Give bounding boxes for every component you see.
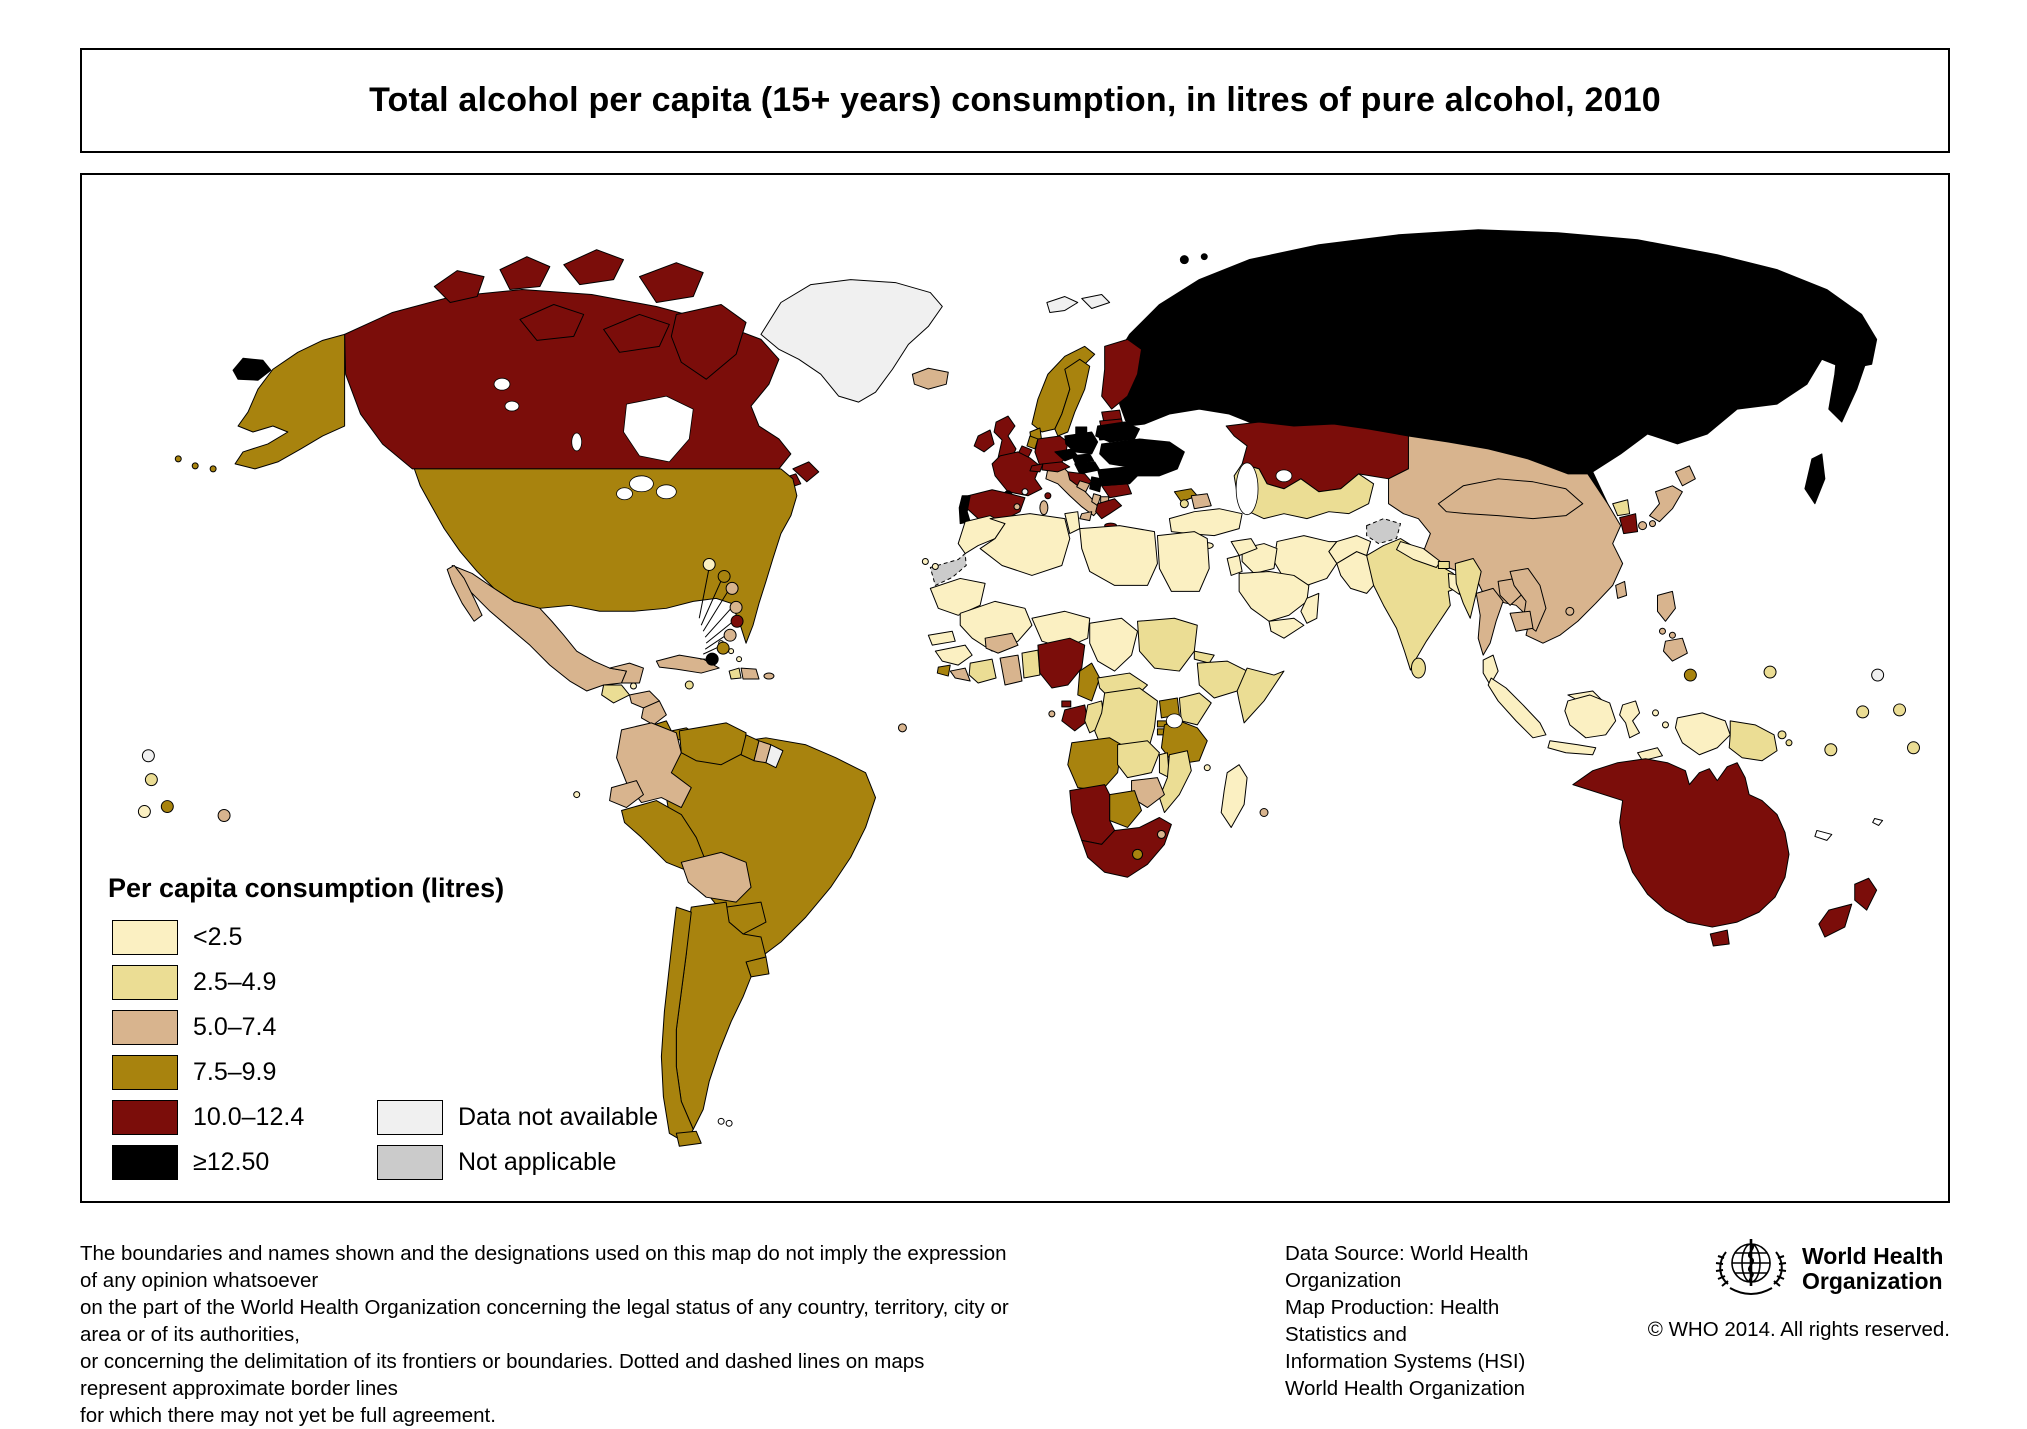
source-line: Information Systems (HSI) xyxy=(1285,1350,1526,1373)
boundary-disclaimer: The boundaries and names shown and the d… xyxy=(80,1240,1010,1429)
legend-label: Data not available xyxy=(458,1103,659,1131)
legend-swatch-lt25 xyxy=(112,920,178,955)
legend-swatch-gte125 xyxy=(112,1145,178,1180)
legend-title: Per capita consumption (litres) xyxy=(108,873,505,903)
page-title: Total alcohol per capita (15+ years) con… xyxy=(369,81,1661,119)
caribbean-callouts xyxy=(698,558,744,666)
legend-swatch-50-74 xyxy=(112,1010,178,1045)
legend-label: 10.0–12.4 xyxy=(193,1103,305,1131)
disclaimer-line: on the part of the World Health Organiza… xyxy=(80,1296,1009,1346)
legend-label: ≥12.50 xyxy=(193,1148,270,1176)
map-layer-countries xyxy=(137,229,1920,1147)
lakes xyxy=(493,377,1293,729)
legend-swatch-25-49 xyxy=(112,965,178,1000)
legend-swatch-no-data xyxy=(377,1100,443,1135)
legend-label: Not applicable xyxy=(458,1148,617,1176)
legend-label: 2.5–4.9 xyxy=(193,968,277,996)
who-text-line1: World Health xyxy=(1802,1243,1944,1269)
who-emblem-icon xyxy=(1715,1239,1787,1295)
copyright: © WHO 2014. All rights reserved. xyxy=(1647,1318,1950,1341)
legend-item-25-49: 2.5–4.9 xyxy=(112,965,276,1000)
world-map xyxy=(137,229,1920,1147)
source-line: World Health Organization xyxy=(1285,1377,1526,1400)
legend-item-not-applicable: Not applicable xyxy=(377,1145,616,1180)
legend-item-gte125: ≥12.50 xyxy=(112,1145,269,1180)
legend-item-no-data: Data not available xyxy=(377,1100,658,1135)
legend-item-lt25: <2.5 xyxy=(112,920,242,955)
legend-swatch-not-applicable xyxy=(377,1145,443,1180)
disclaimer-line: The boundaries and names shown and the d… xyxy=(80,1242,1007,1292)
legend: Per capita consumption (litres) xyxy=(108,873,504,916)
who-logo: World Health Organization xyxy=(1708,1236,1943,1300)
disclaimer-line: for which there may not yet be full agre… xyxy=(80,1404,496,1427)
legend-item-100-124: 10.0–12.4 xyxy=(112,1100,304,1135)
legend-label: 5.0–7.4 xyxy=(193,1013,277,1041)
map-title-box: Total alcohol per capita (15+ years) con… xyxy=(80,48,1950,153)
source-line: Map Production: Health Statistics and xyxy=(1285,1296,1500,1346)
disclaimer-line: or concerning the delimitation of its fr… xyxy=(80,1350,925,1400)
who-text-line2: Organization xyxy=(1802,1268,1943,1294)
legend-item-75-99: 7.5–9.9 xyxy=(112,1055,276,1090)
legend-label: 7.5–9.9 xyxy=(193,1058,277,1086)
who-map-page: { "title": "Total alcohol per capita (15… xyxy=(80,48,1950,1427)
source-line: Data Source: World Health Organization xyxy=(1285,1242,1529,1292)
legend-item-50-74: 5.0–7.4 xyxy=(112,1010,276,1045)
world-map-frame: Per capita consumption (litres) <2.5 2.5… xyxy=(80,173,1950,1203)
legend-swatch-75-99 xyxy=(112,1055,178,1090)
legend-swatch-100-124 xyxy=(112,1100,178,1135)
data-source-block: Data Source: World Health Organization M… xyxy=(1285,1240,1585,1402)
who-logo-text: World Health Organization xyxy=(1802,1244,1943,1294)
legend-label: <2.5 xyxy=(193,923,243,951)
